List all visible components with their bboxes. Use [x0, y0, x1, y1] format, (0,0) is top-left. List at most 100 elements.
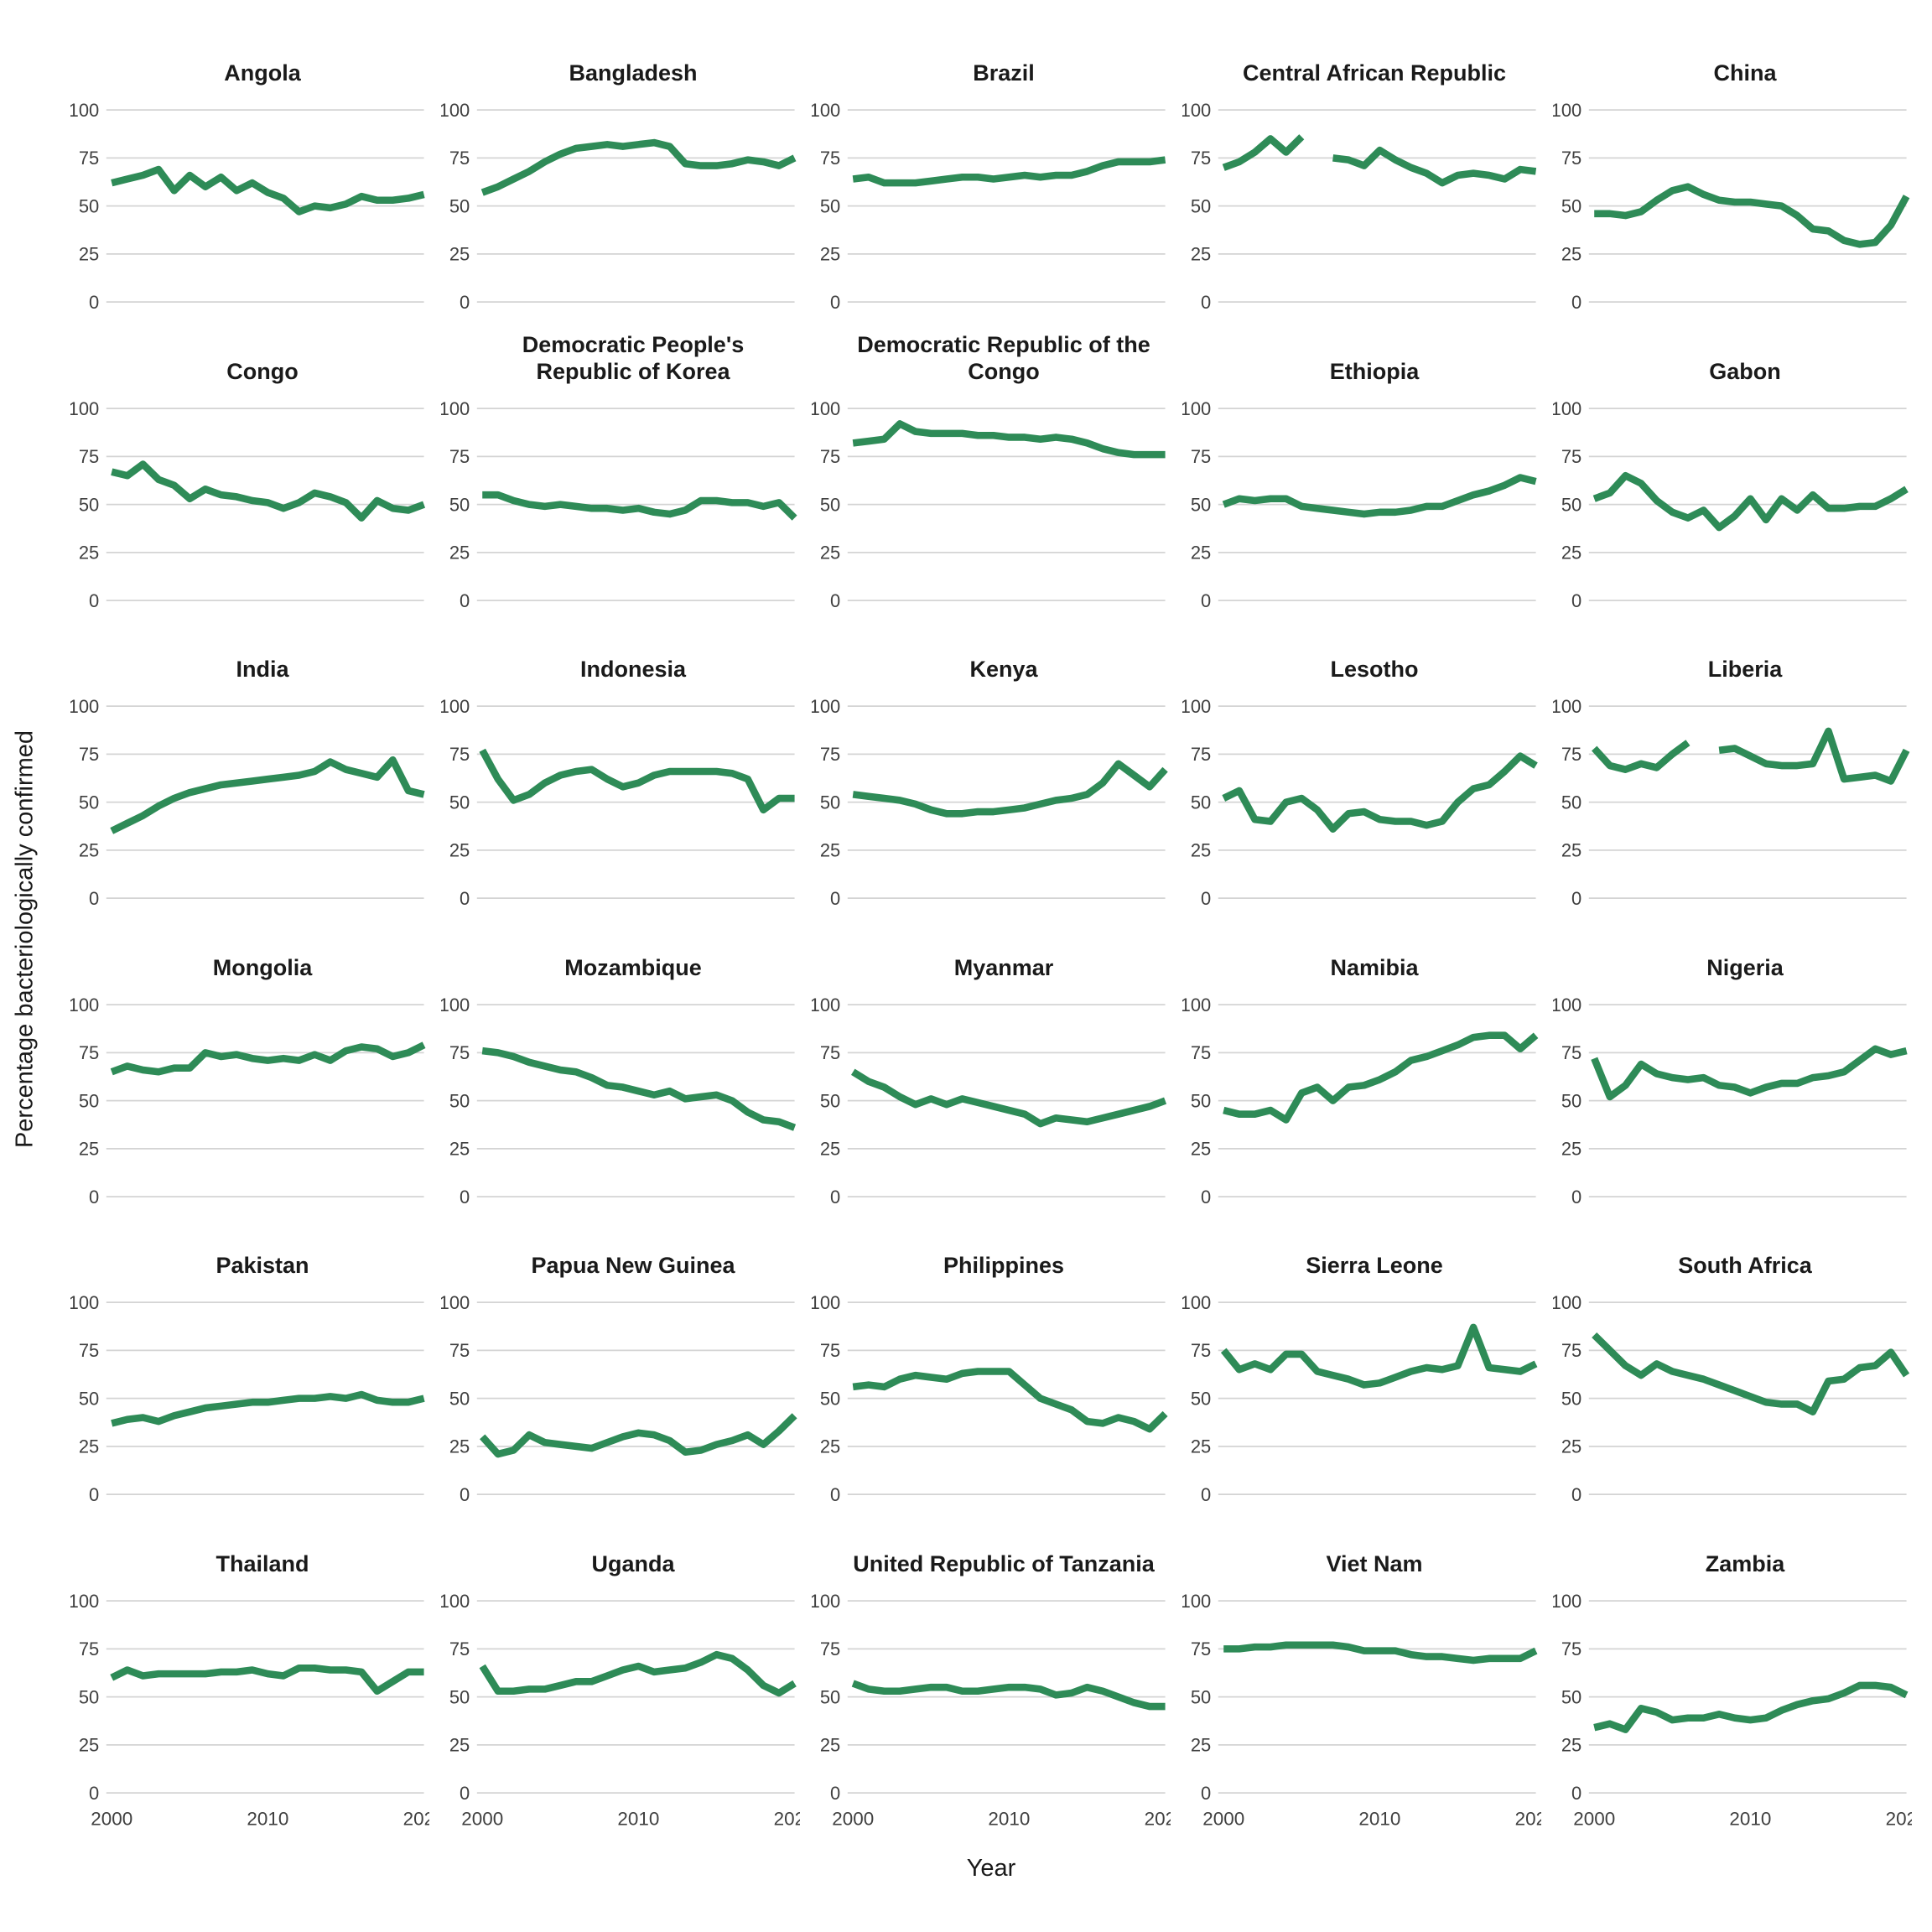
y-tick-label: 50	[1191, 1090, 1211, 1111]
y-tick-label: 25	[1561, 244, 1581, 265]
y-tick-label: 0	[1201, 589, 1211, 610]
y-tick-label: 100	[1182, 397, 1211, 418]
facet-plot: 0 25 50 75 100	[812, 1292, 1168, 1505]
y-tick-label: 100	[1553, 100, 1581, 121]
y-tick-label: 100	[1182, 100, 1211, 121]
y-tick-label: 75	[1561, 1340, 1581, 1361]
y-tick-label: 0	[1571, 589, 1581, 610]
x-tick-label: 2010	[617, 1808, 659, 1829]
y-tick-label: 50	[820, 1388, 840, 1409]
facet-plot: 0 25 50 75 100 2000 2010 2020	[441, 1590, 800, 1829]
y-tick-label: 50	[449, 792, 470, 813]
facet-title: Ethiopia	[1329, 358, 1420, 384]
trend-line	[110, 756, 425, 834]
y-tick-label: 0	[830, 1186, 840, 1207]
y-tick-label: 100	[70, 100, 99, 121]
y-tick-label: 0	[1201, 1186, 1211, 1207]
facet-title: Indonesia	[579, 657, 687, 683]
facet-title: Nigeria	[1706, 954, 1784, 980]
y-tick-label: 50	[1561, 195, 1581, 216]
trend-line	[852, 1368, 1168, 1433]
trend-line	[1220, 1323, 1538, 1389]
facet-panel-mongolia: Mongolia 0 25 50 75 100	[70, 917, 429, 1215]
y-tick-label: 25	[1191, 1436, 1211, 1457]
y-tick-label: 50	[820, 1686, 840, 1707]
facet-panel-gabon: Gabon 0 25 50 75 100	[1553, 320, 1912, 619]
y-tick-label: 50	[79, 792, 99, 813]
facet-title: Zambia	[1705, 1550, 1785, 1576]
trend-line	[1223, 1640, 1538, 1664]
trend-line	[1332, 146, 1537, 187]
x-tick-label: 2020	[1886, 1808, 1912, 1829]
facet-plot: 0 25 50 75 100	[1182, 696, 1538, 909]
facet-plot: 0 25 50 75 100	[441, 994, 797, 1207]
y-tick-label: 25	[1561, 542, 1581, 563]
y-tick-label: 100	[812, 397, 840, 418]
trend-line	[480, 138, 797, 196]
facet-panel-united-republic-of-tanzania: United Republic of Tanzania 0 25 50 75 100 200…	[812, 1513, 1171, 1851]
facet-panel-china: China 0 25 50 75 100	[1553, 22, 1912, 320]
y-tick-label: 50	[79, 1686, 99, 1707]
y-tick-label: 25	[820, 840, 840, 861]
facet-panel-central-african-republic: Central African Republic 0 25 50 75 100	[1182, 22, 1541, 320]
facet-panel-democratic-people-s-republic-of-korea: Democratic People's Republic of Korea 0 25…	[441, 320, 800, 619]
x-tick-label: 2010	[247, 1808, 288, 1829]
facet-plot: 0 25 50 75 100	[70, 696, 425, 909]
facet-title: Congo	[226, 358, 299, 384]
x-tick-label: 2020	[1515, 1808, 1541, 1829]
y-tick-label: 75	[449, 1042, 470, 1063]
y-tick-label: 75	[820, 1340, 840, 1361]
facet-plot: 0 25 50 75 100	[441, 696, 795, 909]
y-tick-label: 0	[89, 589, 99, 610]
facet-title: Namibia	[1330, 954, 1419, 980]
y-tick-label: 75	[820, 1639, 840, 1659]
trend-line	[1222, 134, 1305, 171]
facet-title: United Republic of Tanzania	[853, 1550, 1155, 1576]
y-tick-label: 100	[441, 397, 470, 418]
y-tick-label: 25	[820, 244, 840, 265]
x-tick-label: 2020	[403, 1808, 429, 1829]
facet-panel-lesotho: Lesotho 0 25 50 75 100	[1182, 618, 1541, 917]
trend-line	[852, 760, 1168, 818]
y-tick-label: 25	[449, 542, 470, 563]
y-tick-label: 25	[820, 1734, 840, 1755]
y-tick-label: 50	[1191, 494, 1211, 515]
y-tick-label: 25	[449, 840, 470, 861]
y-tick-label: 25	[449, 1436, 470, 1457]
facet-title: South Africa	[1678, 1253, 1812, 1279]
trend-line	[1718, 727, 1910, 785]
facet-plot: 0 25 50 75 100	[812, 397, 1166, 610]
facet-title: Democratic Republic of the Congo	[857, 331, 1150, 384]
y-tick-label: 0	[830, 1782, 840, 1803]
y-tick-label: 75	[79, 1042, 99, 1063]
facet-plot: 0 25 50 75 100	[1553, 100, 1910, 313]
trend-line	[852, 156, 1166, 187]
y-tick-label: 75	[449, 1639, 470, 1659]
y-tick-label: 25	[1191, 1138, 1211, 1159]
facet-panel-zambia: Zambia 0 25 50 75 100 2000 2010 2020	[1553, 1513, 1912, 1851]
y-tick-label: 0	[1571, 1782, 1581, 1803]
trend-line	[1592, 1332, 1910, 1415]
y-tick-label: 75	[449, 744, 470, 765]
y-tick-label: 100	[1182, 1292, 1211, 1313]
y-tick-label: 50	[1561, 494, 1581, 515]
y-tick-label: 0	[89, 888, 99, 909]
y-tick-label: 100	[441, 1590, 470, 1611]
facet-plot: 0 25 50 75 100	[812, 696, 1168, 909]
trend-line	[111, 460, 426, 522]
y-tick-label: 0	[1571, 888, 1581, 909]
y-tick-label: 75	[1561, 148, 1581, 169]
facet-panel-congo: Congo 0 25 50 75 100	[70, 320, 429, 619]
trend-line	[110, 1664, 424, 1695]
y-tick-label: 25	[79, 542, 99, 563]
y-tick-label: 0	[1201, 888, 1211, 909]
trend-line	[851, 1680, 1166, 1710]
y-tick-label: 100	[1182, 994, 1211, 1015]
y-tick-label: 25	[449, 244, 470, 265]
facet-plot: 0 25 50 75 100	[1182, 994, 1539, 1207]
trend-line	[1592, 471, 1909, 531]
y-tick-label: 75	[449, 148, 470, 169]
y-tick-label: 75	[79, 446, 99, 467]
trend-line	[850, 1068, 1167, 1127]
